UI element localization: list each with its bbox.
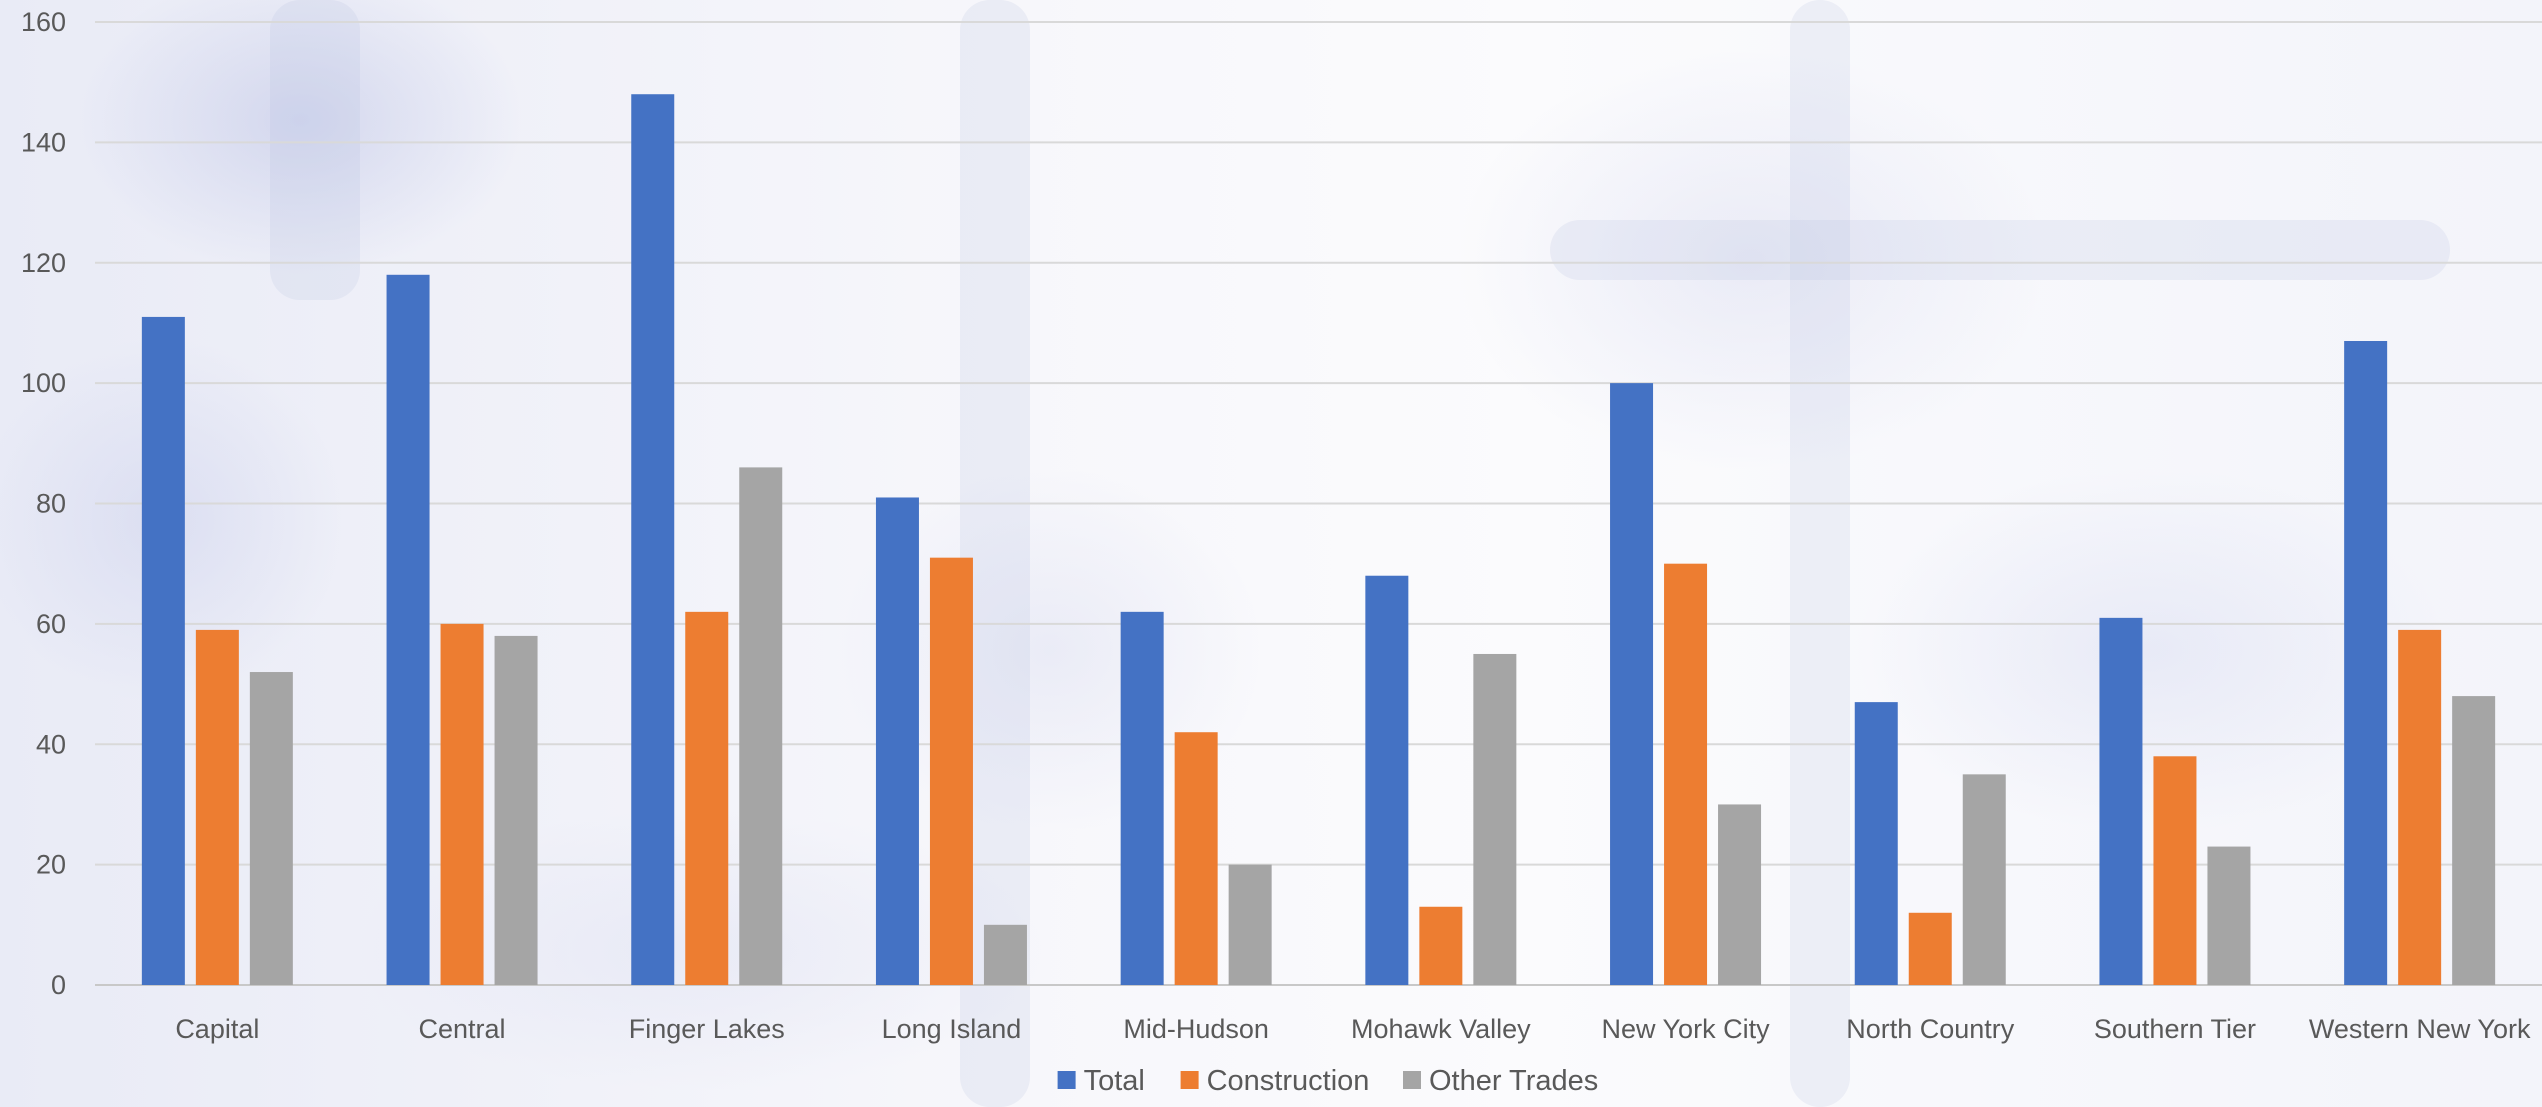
bar-total (631, 94, 675, 986)
bar-total (1610, 383, 1654, 985)
x-tick-label: Capital (175, 1014, 259, 1044)
bar-total (1365, 575, 1409, 985)
x-tick-label: New York City (1602, 1014, 1771, 1044)
bar-construction (685, 611, 729, 985)
y-tick-label: 20 (36, 850, 66, 880)
bar-other-trades (2207, 846, 2251, 985)
bar-total (1854, 702, 1898, 985)
y-axis: 0 20 40 60 80 100 120 140 160 (21, 7, 66, 1000)
background-blur-shape (270, 0, 360, 300)
bar-other-trades (249, 672, 293, 985)
bar-construction (440, 623, 484, 985)
background-blur-shape (1790, 0, 1850, 1107)
bar-construction (1664, 563, 1708, 985)
x-tick-label: Mohawk Valley (1351, 1014, 1531, 1044)
x-tick-label: Western New York (2309, 1014, 2531, 1044)
y-tick-label: 160 (21, 7, 66, 37)
bars (141, 94, 2496, 986)
background-blur-shape (1550, 220, 2450, 280)
x-tick-label: Mid-Hudson (1123, 1014, 1269, 1044)
legend: Total Construction Other Trades (1057, 1065, 1598, 1097)
bar-construction (929, 557, 973, 985)
bar-construction (195, 629, 239, 985)
y-tick-label: 120 (21, 248, 66, 278)
y-tick-label: 0 (51, 970, 66, 1000)
y-tick-label: 60 (36, 609, 66, 639)
x-axis: Capital Central Finger Lakes Long Island Mid… (175, 1014, 2531, 1044)
bar-construction (1908, 912, 1952, 985)
bar-construction (1419, 906, 1463, 985)
legend-label: Total (1084, 1065, 1145, 1097)
x-tick-label: Finger Lakes (629, 1014, 785, 1044)
bar-construction (2153, 756, 2197, 985)
bar-other-trades (1473, 653, 1517, 985)
legend-swatch (1057, 1071, 1076, 1089)
bar-other-trades (1228, 864, 1272, 985)
bar-other-trades (494, 635, 538, 985)
y-tick-label: 80 (36, 489, 66, 519)
legend-swatch (1180, 1071, 1199, 1089)
legend-label: Other Trades (1429, 1065, 1598, 1097)
bar-total (2344, 340, 2388, 985)
bar-other-trades (739, 467, 783, 985)
x-tick-label: Long Island (882, 1014, 1022, 1044)
legend-swatch (1403, 1071, 1421, 1089)
x-tick-label: Central (419, 1014, 506, 1044)
bar-total (1120, 611, 1164, 985)
legend-label: Construction (1207, 1065, 1370, 1097)
bar-construction (2398, 629, 2442, 985)
bar-other-trades (2452, 696, 2496, 985)
bar-total (386, 274, 430, 986)
bar-total (141, 316, 185, 985)
y-tick-label: 100 (21, 368, 66, 398)
bar-other-trades (983, 924, 1027, 985)
bar-other-trades (1962, 774, 2006, 985)
bar-total (875, 497, 919, 985)
bar-construction (1174, 732, 1218, 985)
y-tick-label: 140 (21, 127, 66, 157)
y-tick-label: 40 (36, 729, 66, 759)
x-tick-label: North Country (1846, 1014, 2015, 1044)
bar-total (2099, 617, 2143, 985)
x-tick-label: Southern Tier (2094, 1014, 2256, 1044)
bar-other-trades (1718, 804, 1762, 985)
gridlines (95, 21, 2542, 986)
